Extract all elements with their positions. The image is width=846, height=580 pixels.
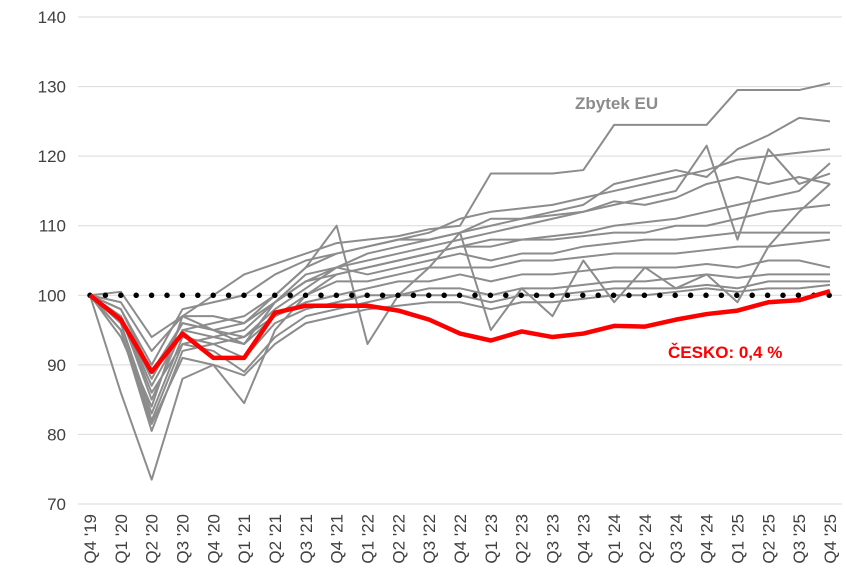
x-tick-label: Q3 '23 [544,514,563,564]
x-tick-label: Q2 '21 [266,514,285,564]
x-tick-label: Q4 '21 [328,514,347,564]
series-line [89,162,831,481]
x-tick-label: Q1 '20 [112,514,131,564]
x-tick-label: Q1 '22 [359,514,378,564]
highlight-line [88,288,831,375]
x-tick-label: Q1 '23 [482,514,501,564]
x-tick-label: Q2 '20 [143,514,162,564]
y-tick-label: 140 [38,8,66,27]
x-tick-label: Q3 '20 [174,514,193,564]
x-tick-label: Q4 '19 [81,514,100,564]
x-tick-label: Q1 '25 [729,514,748,564]
x-tick-label: Q2 '25 [759,514,778,564]
x-tick-label: Q4 '25 [821,514,840,564]
y-tick-label: 120 [38,147,66,166]
y-tick-label: 100 [38,286,66,305]
annotation: ČESKO: 0,4 % [668,343,782,362]
y-tick-label: 70 [47,495,66,514]
y-tick-label: 130 [38,78,66,97]
x-tick-label: Q3 '24 [667,514,686,564]
series-line [89,283,831,425]
x-tick-label: Q3 '22 [420,514,439,564]
y-tick-label: 90 [47,356,66,375]
x-tick-label: Q1 '21 [235,514,254,564]
annotation: Zbytek EU [575,94,658,113]
series-line [89,238,831,387]
series-line [89,280,830,394]
x-tick-label: Q4 '23 [574,514,593,564]
x-tick-label: Q4 '22 [451,514,470,564]
x-tick-label: Q2 '22 [389,514,408,564]
series-line [89,144,831,422]
y-tick-label: 110 [39,217,66,236]
series-line [89,82,831,339]
series-line [89,148,831,366]
x-tick-label: Q4 '24 [698,514,717,564]
x-tick-label: Q4 '20 [204,514,223,564]
series-line [89,183,831,352]
x-tick-label: Q2 '23 [513,514,532,564]
series-line [89,259,831,373]
x-tick-label: Q3 '25 [790,514,809,564]
x-tick-label: Q1 '24 [605,514,624,564]
x-tick-label: Q2 '24 [636,514,655,564]
x-tick-label: Q3 '21 [297,514,316,564]
y-tick-label: 80 [47,425,66,444]
